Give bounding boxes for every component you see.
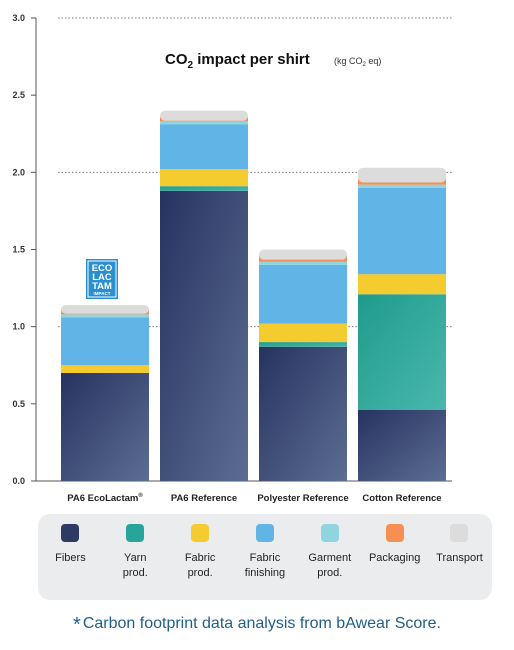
chart-title: CO2 impact per shirt [165, 51, 310, 71]
bar-segment [358, 274, 446, 295]
y-tick-label: 0.5 [12, 399, 25, 409]
legend-label-line: Yarn [124, 552, 147, 564]
footnote: * Carbon footprint data analysis from bAw… [0, 614, 514, 637]
y-tick-label: 2.0 [12, 167, 25, 177]
x-category-label: PA6 EcoLactam® [67, 492, 143, 504]
bar-segment [160, 110, 248, 121]
bar-segment [358, 184, 446, 188]
legend-label-line: Garment [308, 552, 352, 564]
legend-label-line: prod. [187, 567, 213, 579]
stacked-bar-chart: 0.00.51.01.52.02.53.0 PA6 EcoLactam® PA6 … [12, 13, 452, 504]
bar-segment [358, 187, 446, 275]
legend-item: Yarn prod. [107, 522, 163, 581]
x-category-label: Cotton Reference [362, 493, 441, 504]
bar-segment [160, 169, 248, 187]
badge-background [86, 259, 118, 299]
legend-label: Transport [436, 551, 483, 566]
legend-label: Fabric prod. [185, 551, 216, 581]
legend-label: Fibers [55, 551, 86, 566]
legend-label: Yarn prod. [123, 551, 148, 581]
bars [61, 110, 446, 481]
legend-label-line: Fibers [55, 552, 86, 564]
bar-segment [358, 410, 446, 481]
legend-label-line: prod. [317, 567, 343, 579]
legend-label: Packaging [369, 551, 420, 566]
y-tick-label: 0.0 [12, 476, 25, 486]
legend-label-line: Packaging [368, 552, 421, 564]
chart-title-unit: (kg CO2 eq) [334, 56, 381, 68]
bar-segment [160, 124, 248, 170]
legend-label: Garment prod. [308, 551, 351, 581]
legend-swatch [191, 524, 210, 542]
legend-swatch [450, 524, 469, 542]
legend: Fibers Yarn prod. Fabric prod. Fabric finishin… [38, 514, 492, 600]
y-tick-label: 2.5 [12, 90, 25, 100]
bar-segment [61, 365, 149, 373]
legend-label-line: Fabric [184, 552, 216, 564]
y-tick-label: 1.0 [12, 322, 25, 332]
badge-text: ECO [92, 263, 113, 274]
bar-segment [259, 342, 347, 347]
legend-item: Fabric finishing [237, 522, 293, 581]
legend-item: Packaging [367, 522, 423, 566]
badge-text: LAC [92, 272, 112, 283]
legend-label-line: prod. [122, 567, 148, 579]
bar-segment [259, 249, 347, 260]
badge-subtext: IMPACT [94, 291, 111, 296]
grid-lines [58, 17, 452, 328]
bar-segment [259, 264, 347, 324]
y-tick-label: 1.5 [12, 245, 25, 255]
footnote-text: Carbon footprint data analysis from bAwe… [82, 615, 441, 632]
legend-swatch [255, 524, 274, 542]
y-tick-label: 3.0 [12, 13, 25, 23]
legend-swatch [320, 524, 339, 542]
legend-swatch [385, 524, 404, 542]
legend-item: Fibers [42, 522, 98, 566]
legend-label-line: Fabric [249, 552, 281, 564]
x-category-label: PA6 Reference [171, 493, 237, 504]
chart-title-group: CO2 impact per shirt (kg CO2 eq) [165, 51, 381, 71]
bar-segment [61, 372, 149, 481]
bar-segment [160, 186, 248, 191]
legend-item: Transport [431, 522, 487, 566]
bar-segment [61, 317, 149, 366]
legend-swatch [61, 524, 80, 542]
footnote-star: * [73, 614, 81, 636]
legend-swatch [126, 524, 145, 542]
badge-border [87, 260, 117, 298]
bar-segment [61, 305, 149, 314]
bar-segment [259, 346, 347, 481]
legend-label-line: finishing [244, 567, 286, 579]
bar-segment [358, 294, 446, 411]
bar-segment [160, 190, 248, 481]
bar-segment [61, 314, 149, 318]
x-axis-labels: PA6 EcoLactam® PA6 Reference Polyester Ref… [67, 492, 441, 504]
x-category-label: Polyester Reference [257, 493, 348, 504]
bar-segment [259, 323, 347, 343]
bar-segment [259, 261, 347, 265]
legend-item: Garment prod. [302, 522, 358, 581]
badge-text: TAM [92, 281, 112, 292]
legend-label-line: Transport [436, 552, 483, 564]
legend-label: Fabric finishing [245, 551, 285, 581]
bar-segment [358, 167, 446, 183]
bar-segment [160, 121, 248, 125]
legend-item: Fabric prod. [172, 522, 228, 581]
